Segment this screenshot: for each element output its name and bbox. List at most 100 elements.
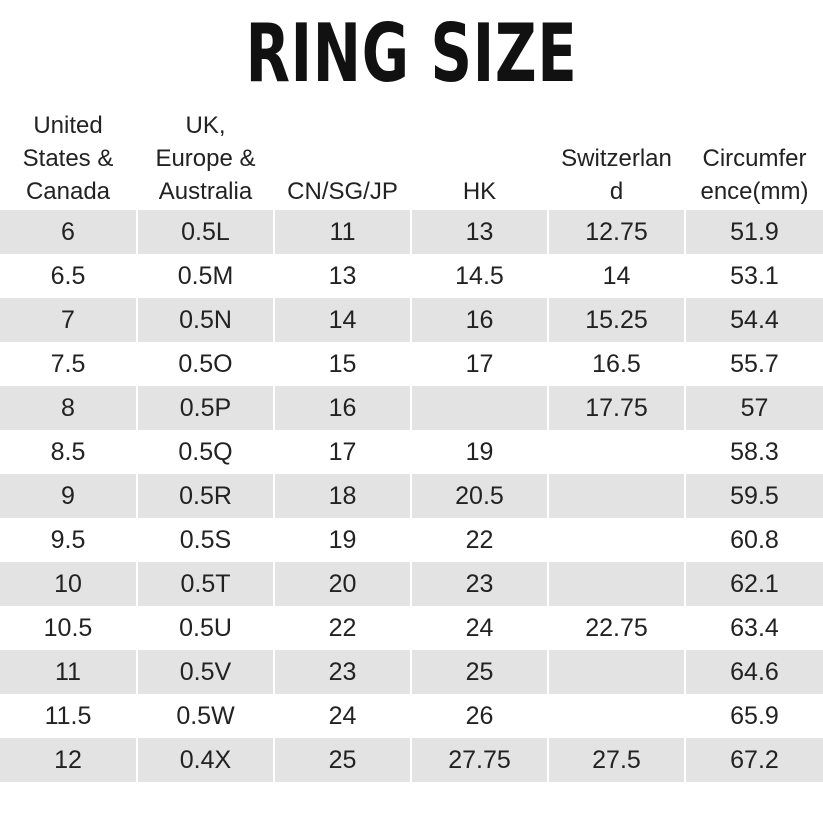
cell-circ: 65.9 xyxy=(730,701,779,730)
cell-ch xyxy=(549,518,686,562)
cell-hk: 24 xyxy=(412,606,549,650)
cell-uk: 0.5W xyxy=(138,694,275,738)
table-row: 9 0.5R 18 20.5 59.5 xyxy=(0,474,823,518)
cell-circ: 58.3 xyxy=(730,437,779,466)
cell-cn: 11 xyxy=(275,210,412,254)
cell-ch: 22.75 xyxy=(549,606,686,650)
table-row: 6 0.5L 11 13 12.75 51.9 xyxy=(0,210,823,254)
cell-hk: 23 xyxy=(412,562,549,606)
table-row: 9.5 0.5S 19 22 60.8 xyxy=(0,518,823,562)
cell-cn: 16 xyxy=(275,386,412,430)
cell-cn: 17 xyxy=(275,430,412,474)
cell-uk: 0.5S xyxy=(138,518,275,562)
cell-ch: 14 xyxy=(549,254,686,298)
cell-circ: 53.1 xyxy=(730,261,779,290)
table-row: 10 0.5T 20 23 62.1 xyxy=(0,562,823,606)
cell-circ: 62.1 xyxy=(686,562,823,606)
cell-us: 11 xyxy=(0,650,138,694)
table-row: 8 0.5P 16 17.75 57 xyxy=(0,386,823,430)
cell-us: 9 xyxy=(0,474,138,518)
cell-cn: 14 xyxy=(275,298,412,342)
table-row: 7 0.5N 14 16 15.25 54.4 xyxy=(0,298,823,342)
cell-cn: 19 xyxy=(275,518,412,562)
cell-uk: 0.5Q xyxy=(138,430,275,474)
table-row: 11.5 0.5W 24 26 65.9 xyxy=(0,694,823,738)
cell-uk: 0.5T xyxy=(138,562,275,606)
cell-ch: 27.5 xyxy=(549,738,686,782)
cell-hk: 16 xyxy=(412,298,549,342)
cell-us: 8.5 xyxy=(0,430,138,474)
cell-circ: 54.4 xyxy=(686,298,823,342)
cell-uk: 0.5V xyxy=(138,650,275,694)
cell-cn: 25 xyxy=(275,738,412,782)
table-header-row: United States & Canada UK, Europe & Aust… xyxy=(0,104,823,210)
header-cn-sg-jp: CN/SG/JP xyxy=(275,104,412,210)
header-uk-europe-australia: UK, Europe & Australia xyxy=(138,104,275,210)
cell-hk: 14.5 xyxy=(412,254,549,298)
cell-hk: 27.75 xyxy=(412,738,549,782)
cell-hk: 26 xyxy=(412,694,549,738)
cell-circ: 60.8 xyxy=(730,525,779,554)
table-row: 10.5 0.5U 22 24 22.75 63.4 xyxy=(0,606,823,650)
header-us-canada: United States & Canada xyxy=(0,104,138,210)
cell-us: 7 xyxy=(0,298,138,342)
cell-ch xyxy=(549,430,686,474)
cell-ch: 17.75 xyxy=(549,386,686,430)
cell-uk: 0.5P xyxy=(138,386,275,430)
cell-uk: 0.5O xyxy=(138,342,275,386)
cell-hk: 25 xyxy=(412,650,549,694)
cell-hk: 17 xyxy=(412,342,549,386)
cell-cn: 18 xyxy=(275,474,412,518)
cell-hk: 19 xyxy=(412,430,549,474)
header-switzerland: Switzerlan d xyxy=(549,104,686,210)
cell-circ: 63.4 xyxy=(730,613,779,642)
cell-ch: 12.75 xyxy=(549,210,686,254)
table-row: 6.5 0.5M 13 14.5 14 53.1 xyxy=(0,254,823,298)
cell-ch xyxy=(549,650,686,694)
ring-size-table: United States & Canada UK, Europe & Aust… xyxy=(0,104,823,782)
cell-circ: 51.9 xyxy=(686,210,823,254)
cell-uk: 0.4X xyxy=(138,738,275,782)
cell-hk: 13 xyxy=(412,210,549,254)
cell-cn: 15 xyxy=(275,342,412,386)
table-row: 11 0.5V 23 25 64.6 xyxy=(0,650,823,694)
cell-uk: 0.5R xyxy=(138,474,275,518)
cell-uk: 0.5N xyxy=(138,298,275,342)
table-row: 12 0.4X 25 27.75 27.5 67.2 xyxy=(0,738,823,782)
cell-cn: 22 xyxy=(275,606,412,650)
cell-ch xyxy=(549,474,686,518)
cell-uk: 0.5U xyxy=(138,606,275,650)
cell-ch: 15.25 xyxy=(549,298,686,342)
cell-circ: 59.5 xyxy=(686,474,823,518)
cell-us: 6 xyxy=(0,210,138,254)
header-circumference: Circumfer ence(mm) xyxy=(700,145,809,205)
cell-us: 12 xyxy=(0,738,138,782)
cell-ch xyxy=(549,694,686,738)
cell-us: 9.5 xyxy=(0,518,138,562)
cell-circ: 55.7 xyxy=(730,349,779,378)
cell-hk xyxy=(412,386,549,430)
cell-hk: 22 xyxy=(412,518,549,562)
cell-cn: 24 xyxy=(275,694,412,738)
cell-ch: 16.5 xyxy=(549,342,686,386)
cell-ch xyxy=(549,562,686,606)
page-title: RING SIZE xyxy=(245,7,578,100)
cell-cn: 23 xyxy=(275,650,412,694)
cell-cn: 20 xyxy=(275,562,412,606)
table-row: 7.5 0.5O 15 17 16.5 55.7 xyxy=(0,342,823,386)
table-row: 8.5 0.5Q 17 19 58.3 xyxy=(0,430,823,474)
cell-circ: 57 xyxy=(686,386,823,430)
cell-us: 10 xyxy=(0,562,138,606)
cell-us: 10.5 xyxy=(0,606,138,650)
cell-us: 7.5 xyxy=(0,342,138,386)
cell-circ: 64.6 xyxy=(686,650,823,694)
cell-cn: 13 xyxy=(275,254,412,298)
cell-uk: 0.5M xyxy=(138,254,275,298)
header-hk: HK xyxy=(412,104,549,210)
cell-us: 11.5 xyxy=(0,694,138,738)
cell-circ: 67.2 xyxy=(686,738,823,782)
cell-hk: 20.5 xyxy=(412,474,549,518)
cell-us: 8 xyxy=(0,386,138,430)
cell-uk: 0.5L xyxy=(138,210,275,254)
cell-us: 6.5 xyxy=(0,254,138,298)
